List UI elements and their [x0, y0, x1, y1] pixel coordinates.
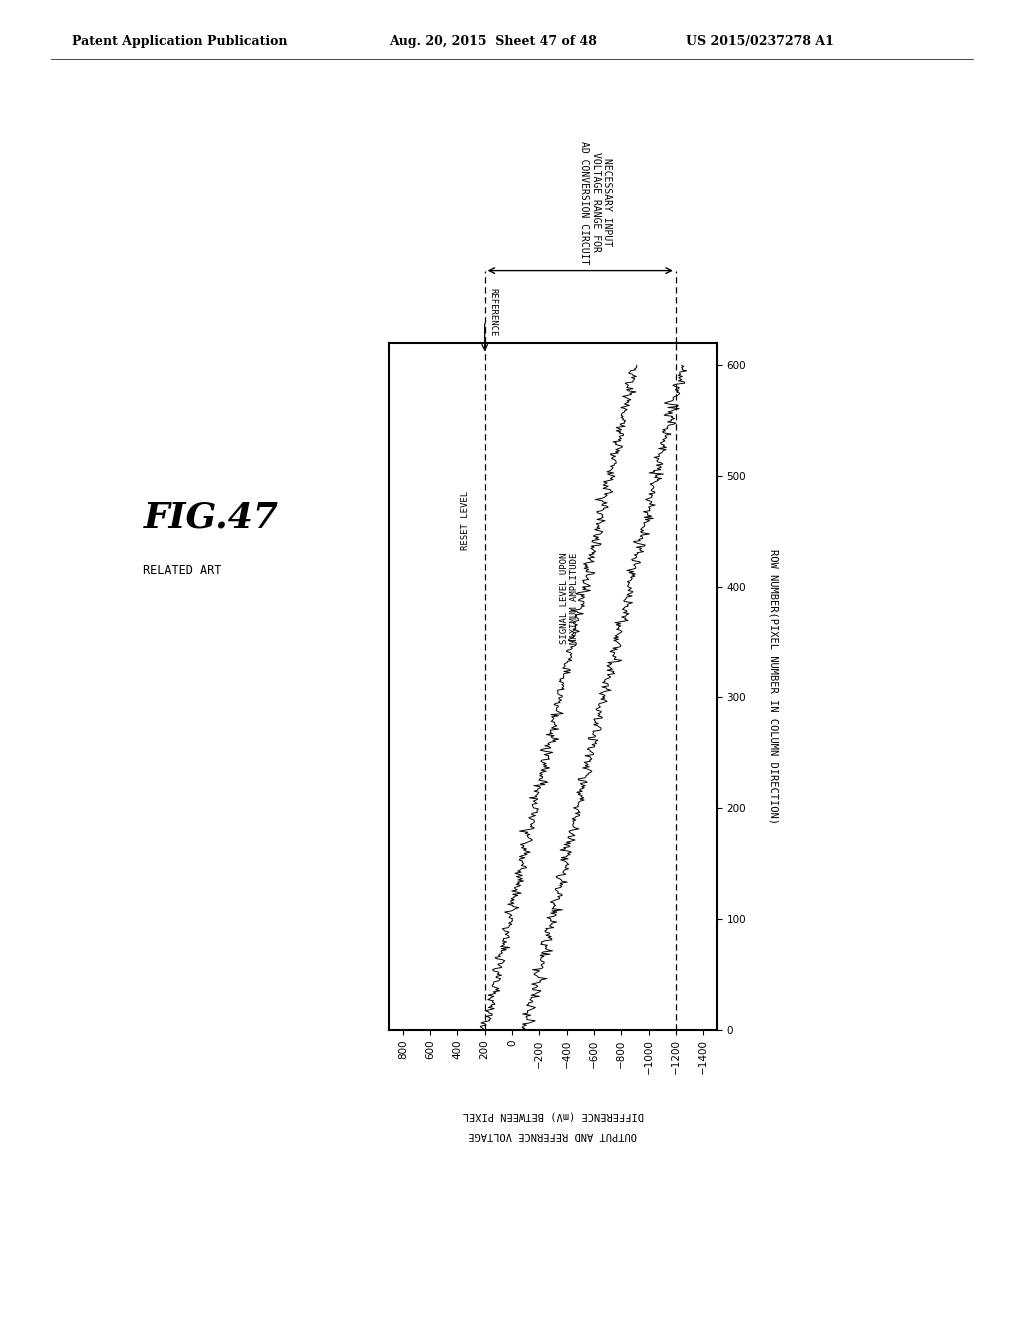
Text: US 2015/0237278 A1: US 2015/0237278 A1: [686, 34, 834, 48]
Text: DIFFERENCE (mV) BETWEEN PIXEL: DIFFERENCE (mV) BETWEEN PIXEL: [462, 1110, 644, 1121]
Text: RELATED ART: RELATED ART: [143, 564, 222, 577]
Text: RESET LEVEL: RESET LEVEL: [461, 491, 470, 550]
Text: SIGNAL LEVEL UPON
MAXIMUM AMPLITUDE: SIGNAL LEVEL UPON MAXIMUM AMPLITUDE: [560, 552, 579, 644]
Text: OUTPUT AND REFERNCE VOLTAGE: OUTPUT AND REFERNCE VOLTAGE: [469, 1130, 637, 1140]
Text: Patent Application Publication: Patent Application Publication: [72, 34, 287, 48]
Text: NECESSARY INPUT
VOLTAGE RANGE FOR
AD CONVERSION CIRCUIT: NECESSARY INPUT VOLTAGE RANGE FOR AD CON…: [579, 141, 612, 264]
Text: REFERENCE: REFERENCE: [488, 288, 498, 337]
Text: FIG.47: FIG.47: [143, 502, 279, 535]
Text: Aug. 20, 2015  Sheet 47 of 48: Aug. 20, 2015 Sheet 47 of 48: [389, 34, 597, 48]
Text: ROW NUMBER(PIXEL NUMBER IN COLUMN DIRECTION): ROW NUMBER(PIXEL NUMBER IN COLUMN DIRECT…: [768, 549, 778, 824]
